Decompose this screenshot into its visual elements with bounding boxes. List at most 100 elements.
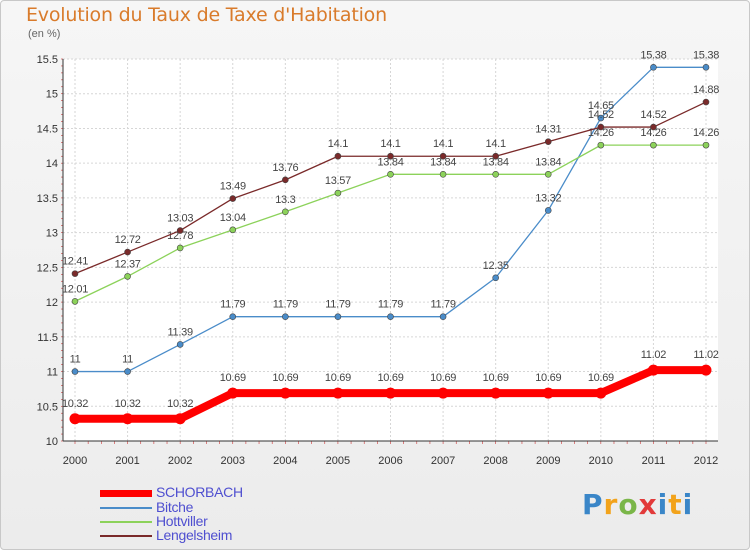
data-point (334, 152, 342, 160)
data-point (702, 64, 710, 71)
data-label: 15.38 (640, 49, 666, 61)
data-label: 13.84 (430, 156, 456, 168)
legend-swatch (100, 490, 152, 497)
x-tick-label: 2011 (642, 455, 666, 467)
data-point (597, 123, 605, 131)
data-point (439, 313, 447, 320)
brand-letter: t (668, 488, 683, 521)
data-label: 11.39 (168, 326, 193, 338)
data-point (122, 413, 134, 425)
data-point (71, 368, 79, 375)
data-point (387, 152, 394, 160)
data-label: 11.79 (378, 299, 403, 311)
x-tick-label: 2000 (63, 455, 87, 467)
data-label: 11.79 (325, 299, 350, 311)
x-tick-label: 2008 (483, 455, 507, 467)
data-point (176, 341, 184, 348)
data-point (702, 98, 710, 106)
data-point (650, 141, 657, 149)
data-label: 14.26 (588, 127, 614, 139)
data-label: 13.84 (377, 156, 403, 168)
data-point (387, 313, 394, 320)
plot-area (63, 59, 718, 441)
legend-label: Bitche (156, 499, 194, 515)
data-label: 11.02 (693, 349, 718, 361)
data-label: 14.1 (486, 138, 506, 150)
y-tick-label: 10.5 (37, 401, 58, 413)
data-label: 10.69 (535, 372, 561, 384)
y-tick-label: 14 (46, 158, 58, 170)
data-label: 14.52 (640, 109, 666, 121)
legend-item-schorbach: SCHORBACH (100, 484, 320, 500)
data-point (597, 114, 605, 122)
legend-item-hottviller: Hottviller (100, 513, 320, 529)
data-label: 14.1 (380, 138, 400, 150)
y-tick-label: 10 (46, 436, 58, 448)
data-label: 15.38 (693, 49, 719, 61)
data-label: 11.79 (273, 299, 298, 311)
data-point (227, 387, 239, 399)
legend-swatch (100, 521, 152, 523)
y-tick-label: 11.5 (37, 332, 58, 344)
y-tick-label: 13.5 (37, 193, 58, 205)
data-point (69, 413, 81, 425)
legend-item-bitche: Bitche (100, 499, 320, 515)
x-tick-label: 2007 (431, 455, 455, 467)
x-tick-label: 2004 (273, 455, 297, 467)
data-point (334, 313, 342, 320)
data-point (282, 208, 289, 216)
data-label: 13.32 (535, 192, 561, 204)
y-tick-label: 12 (46, 297, 58, 309)
data-point (229, 313, 237, 320)
data-label: 12.35 (483, 260, 509, 272)
y-tick-label: 13 (46, 228, 58, 240)
data-point (229, 195, 237, 202)
data-label: 10.69 (220, 372, 246, 384)
y-tick-label: 15.5 (37, 54, 58, 66)
data-label: 14.52 (588, 109, 614, 121)
data-label: 12.01 (62, 283, 88, 295)
x-tick-label: 2010 (589, 455, 613, 467)
data-point (492, 152, 499, 160)
data-point (542, 387, 554, 399)
legend-label: Lengelsheim (156, 527, 233, 543)
data-point (492, 170, 499, 178)
data-point (71, 298, 79, 305)
x-tick-label: 2005 (326, 455, 350, 467)
x-tick-label: 2012 (694, 455, 718, 467)
data-point (334, 189, 342, 197)
data-label: 14.26 (693, 127, 719, 139)
data-label: 14.31 (535, 124, 561, 136)
x-tick-label: 2006 (378, 455, 402, 467)
data-point (650, 64, 657, 71)
data-label: 10.69 (588, 372, 614, 384)
data-label: 11.79 (430, 299, 455, 311)
data-label: 13.04 (220, 212, 246, 224)
brand-letter: x (638, 488, 658, 521)
x-tick-label: 2002 (168, 455, 192, 467)
x-tick-label: 2009 (536, 455, 560, 467)
data-label: 11 (122, 354, 133, 366)
data-point (437, 387, 449, 399)
data-label: 10.69 (272, 372, 298, 384)
data-label: 12.72 (115, 234, 141, 246)
y-tick-label: 11 (47, 367, 58, 379)
data-label: 14.1 (433, 138, 453, 150)
legend-swatch (100, 535, 152, 537)
data-label: 11 (70, 354, 81, 366)
data-point (385, 387, 396, 399)
data-label: 11.79 (220, 299, 245, 311)
data-point (492, 274, 499, 282)
data-point (702, 141, 710, 149)
data-point (176, 227, 184, 234)
data-label: 13.3 (275, 194, 295, 206)
data-label: 14.26 (640, 127, 666, 139)
x-tick-label: 2001 (115, 455, 139, 467)
data-label: 13.84 (483, 156, 509, 168)
data-point (282, 176, 289, 184)
brand-logo: Proxiti (582, 488, 693, 521)
brand-letter: i (682, 488, 694, 521)
data-point (229, 226, 237, 234)
data-label: 12.41 (62, 256, 88, 268)
